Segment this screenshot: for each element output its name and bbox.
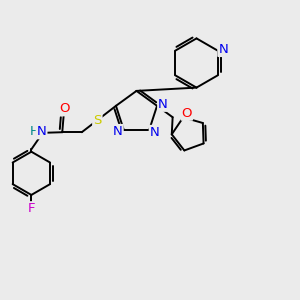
Text: N: N — [150, 126, 160, 139]
Text: N: N — [37, 125, 46, 138]
Text: N: N — [158, 98, 168, 111]
Text: F: F — [28, 202, 35, 215]
Text: S: S — [93, 114, 101, 127]
Text: H: H — [29, 125, 39, 138]
Text: N: N — [113, 125, 123, 138]
Text: O: O — [182, 107, 192, 120]
Text: O: O — [60, 102, 70, 115]
Text: N: N — [218, 43, 228, 56]
